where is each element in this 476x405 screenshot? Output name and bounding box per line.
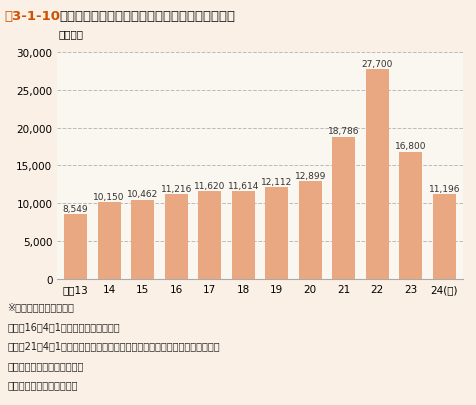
Text: を追加: を追加 xyxy=(7,360,83,370)
Bar xyxy=(131,200,154,279)
Text: 12,112: 12,112 xyxy=(260,177,292,186)
Text: 11,216: 11,216 xyxy=(160,184,191,193)
Bar xyxy=(64,215,87,279)
Bar xyxy=(332,137,355,279)
Bar xyxy=(398,152,421,279)
Text: 図3-1-10: 図3-1-10 xyxy=(5,10,60,23)
Text: 資料：環境省、経済産業省: 資料：環境省、経済産業省 xyxy=(7,379,78,390)
Bar xyxy=(298,182,321,279)
Bar xyxy=(365,70,388,279)
Bar xyxy=(98,203,120,279)
Text: 12,899: 12,899 xyxy=(294,171,325,180)
Text: 10,462: 10,462 xyxy=(127,190,158,199)
Bar xyxy=(265,188,288,279)
Text: 27,700: 27,700 xyxy=(361,60,392,68)
Text: 11,614: 11,614 xyxy=(227,181,258,190)
Bar xyxy=(198,192,221,279)
Bar xyxy=(231,192,254,279)
Text: 18,786: 18,786 xyxy=(327,127,359,136)
Text: 8,549: 8,549 xyxy=(63,205,88,213)
Bar xyxy=(432,195,455,279)
Text: ※　家電の品目追加経緯: ※ 家電の品目追加経緯 xyxy=(7,302,74,312)
Text: 平成16年4月1日　電気冷凍庫を追加: 平成16年4月1日 電気冷凍庫を追加 xyxy=(7,321,119,331)
Text: 16,800: 16,800 xyxy=(394,142,426,151)
Bar xyxy=(164,195,187,279)
Text: 11,620: 11,620 xyxy=(194,181,225,190)
Text: （千台）: （千台） xyxy=(59,29,84,39)
Text: 11,196: 11,196 xyxy=(427,184,459,193)
Text: 平成21年4月1日　液晶式及びプラズマ式テレビジョン受信機、衣類乾燥機: 平成21年4月1日 液晶式及びプラズマ式テレビジョン受信機、衣類乾燥機 xyxy=(7,341,219,351)
Text: 全国の指定引取場所における廃家電の引取台数: 全国の指定引取場所における廃家電の引取台数 xyxy=(60,10,235,23)
Text: 10,150: 10,150 xyxy=(93,192,125,201)
